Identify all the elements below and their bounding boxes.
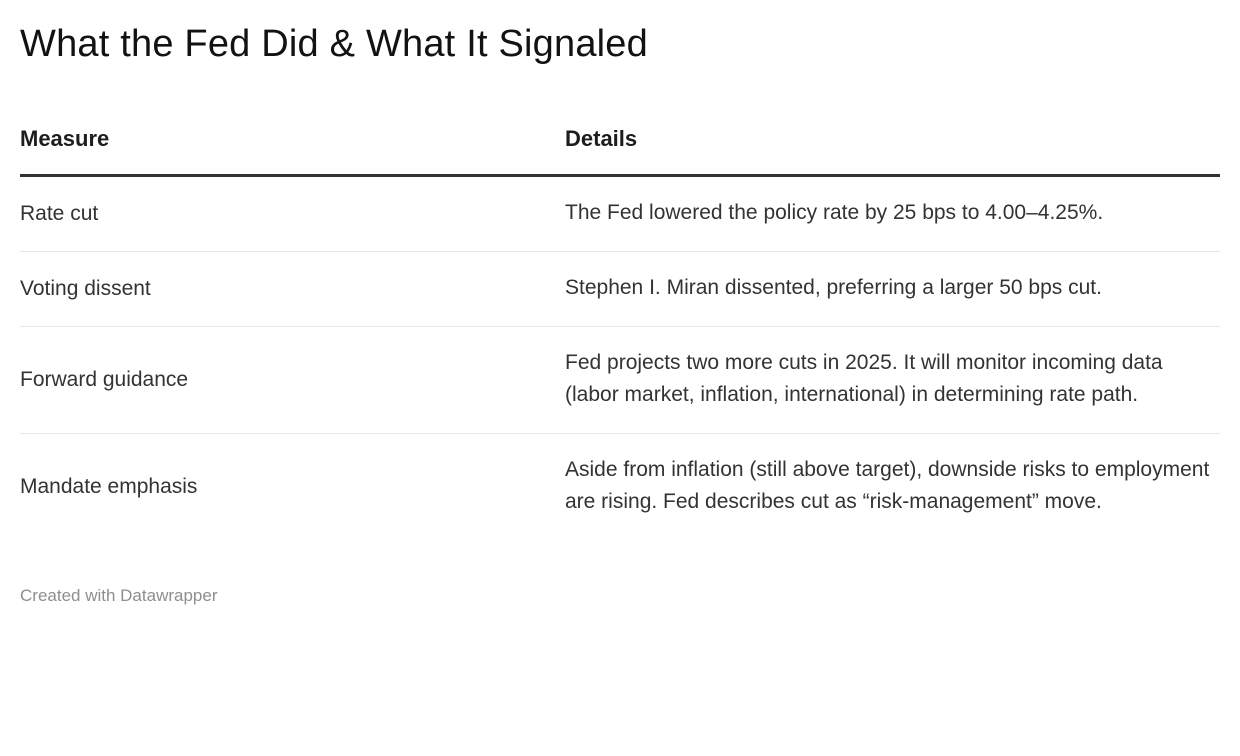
measure-cell: Forward guidance [20,367,189,391]
column-header-measure: Measure [20,125,110,151]
column-header-details: Details [565,125,638,151]
chart-footer: Created with Datawrapper [20,586,1220,606]
data-table: Measure Details Rate cut The Fed lowered… [20,126,1220,540]
measure-cell: Rate cut [20,201,99,225]
table-row: Mandate emphasis Aside from inflation (s… [20,434,1220,540]
table-row: Rate cut The Fed lowered the policy rate… [20,177,1220,252]
table-row: Forward guidance Fed projects two more c… [20,327,1220,434]
chart-title: What the Fed Did & What It Signaled [20,23,648,65]
table-row: Voting dissent Stephen I. Miran dissente… [20,252,1220,327]
measure-cell: Mandate emphasis [20,474,198,498]
datawrapper-table-page: What the Fed Did & What It Signaled Meas… [20,23,1220,606]
details-cell: Fed projects two more cuts in 2025. It w… [565,350,1163,406]
datawrapper-attribution-link[interactable]: Created with Datawrapper [20,585,218,605]
measure-cell: Voting dissent [20,276,151,300]
table-header-row: Measure Details [20,126,1220,177]
details-cell: The Fed lowered the policy rate by 25 bp… [565,200,1104,224]
details-cell: Aside from inflation (still above target… [565,457,1210,513]
details-cell: Stephen I. Miran dissented, preferring a… [565,275,1102,299]
